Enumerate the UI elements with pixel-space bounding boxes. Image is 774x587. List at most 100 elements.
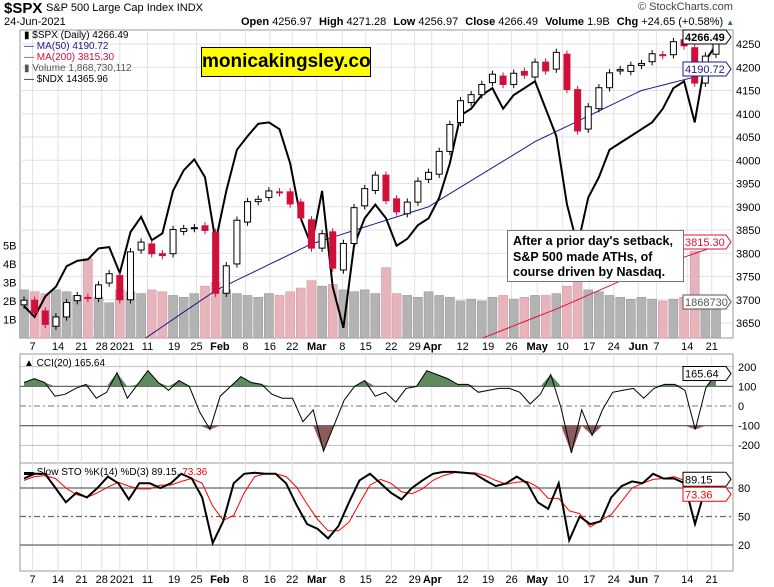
price-tick-label: 3950 xyxy=(736,179,760,191)
candle xyxy=(329,228,337,272)
date-tick-label: 8 xyxy=(242,574,248,586)
panel-cci xyxy=(19,353,734,464)
date-tick-label: May xyxy=(526,341,548,353)
candle xyxy=(531,58,539,81)
volume-bar xyxy=(508,298,519,339)
candle xyxy=(499,72,507,89)
candle-body xyxy=(297,201,305,219)
legend-spx: ▮ $SPX (Daily) 4266.49 xyxy=(24,30,129,41)
candle xyxy=(627,61,635,76)
volume-bar xyxy=(391,293,402,339)
candle-body xyxy=(393,198,401,213)
date-tick-label: 15 xyxy=(360,341,372,353)
candle-body xyxy=(371,174,379,191)
high-value: 4271.28 xyxy=(346,16,387,28)
sto-title: ▬ Slow STO %K(14) %D(3) 89.15, 73.36 xyxy=(24,467,208,478)
date-tick-label: 26 xyxy=(505,341,517,353)
legend-ndx: — $NDX 14365.96 xyxy=(24,74,108,85)
date-tick-label: 2021 xyxy=(110,341,134,353)
legend-volume: ▮ Volume 1,868,730,112 xyxy=(24,63,132,74)
candle-body xyxy=(510,72,518,85)
date-tick-label: 26 xyxy=(505,574,517,586)
candle-body xyxy=(361,188,369,207)
candle-body xyxy=(659,54,667,57)
legend-ndx-text: $NDX 14365.96 xyxy=(36,74,108,85)
volume-bar xyxy=(349,291,359,339)
volume-bar xyxy=(359,289,370,339)
date-tick-label: 24 xyxy=(608,574,620,586)
candle-body xyxy=(233,219,241,265)
candle-body xyxy=(637,63,645,66)
price-tick-label: 3700 xyxy=(736,295,760,307)
candle-body xyxy=(137,241,145,251)
candle xyxy=(254,195,262,206)
date-tick-label: 25 xyxy=(190,574,202,586)
candle xyxy=(478,80,486,99)
exchange: INDX xyxy=(176,2,203,14)
candle xyxy=(52,313,60,330)
sto-k-tag-box xyxy=(682,471,732,487)
candle-body xyxy=(627,64,635,72)
candle xyxy=(148,240,156,258)
legend-ma50-text: MA(50) 4190.72 xyxy=(36,41,109,52)
volume-bar xyxy=(445,296,455,339)
candle-body xyxy=(467,94,475,104)
candle-body xyxy=(190,227,198,230)
date-tick-label: 22 xyxy=(385,341,397,353)
candle-body xyxy=(318,233,326,249)
candle-body xyxy=(158,253,166,257)
candle xyxy=(467,90,475,107)
candle-body xyxy=(542,61,550,72)
volume-tick-label: 5B xyxy=(3,241,16,253)
candle xyxy=(318,230,326,252)
date-tick-label: 17 xyxy=(583,574,595,586)
copyright: © StockCharts.com xyxy=(638,1,733,13)
date-tick-label: 21 xyxy=(75,341,87,353)
close-value: 4266.49 xyxy=(498,16,539,28)
candle xyxy=(393,195,401,216)
cci-tick-label: 0 xyxy=(738,401,744,413)
candle xyxy=(137,238,145,254)
candle xyxy=(307,216,315,252)
candle-body xyxy=(648,53,656,63)
candle xyxy=(371,171,379,195)
candle xyxy=(456,97,464,127)
candle-body xyxy=(84,296,92,299)
ma50-price-tag-box xyxy=(682,61,732,77)
legend-spx-text: $SPX (Daily) 4266.49 xyxy=(32,30,129,41)
index-full-name: S&P 500 Large Cap Index xyxy=(46,2,174,14)
volume-bar xyxy=(189,293,200,339)
candle xyxy=(31,296,39,317)
close-price-tag: 4266.49 xyxy=(685,32,725,44)
volume-bar xyxy=(551,293,562,339)
candle xyxy=(350,203,358,248)
candle-body xyxy=(606,72,614,89)
price-tick-label: 4000 xyxy=(736,155,760,167)
cci-tick-label: -200 xyxy=(738,440,760,452)
legend-ma200-text: MA(200) 3815.30 xyxy=(36,52,115,63)
date-tick-label: 22 xyxy=(286,341,298,353)
candle-body xyxy=(584,106,592,130)
candle-body xyxy=(222,265,230,294)
candle-body xyxy=(488,73,496,84)
cci-title: ▲ CCI(20) 165.64 xyxy=(24,358,105,369)
date-tick-label: 22 xyxy=(385,574,397,586)
date-tick-label: 16 xyxy=(264,341,276,353)
candle xyxy=(212,228,220,297)
candle-body xyxy=(212,231,220,294)
date-tick-label: Feb xyxy=(210,574,230,586)
legend-ma200: — MA(200) 3815.30 xyxy=(24,52,115,63)
volume-tick-label: 3B xyxy=(3,278,16,290)
volume-tick-label: 1B xyxy=(3,315,16,327)
price-tick-label: 3850 xyxy=(736,225,760,237)
volume-bar xyxy=(264,293,274,339)
candle-body xyxy=(552,51,560,70)
cci-tick-label: 100 xyxy=(738,381,756,393)
ma50-line xyxy=(144,71,717,338)
price-tick-label: 3800 xyxy=(736,248,760,260)
volume-bar xyxy=(413,296,423,339)
index-name: S&P 500 Large Cap Index INDX xyxy=(46,2,203,14)
date-tick-label: 8 xyxy=(242,341,248,353)
candle-body xyxy=(339,242,347,271)
sto-k-line xyxy=(23,470,717,547)
